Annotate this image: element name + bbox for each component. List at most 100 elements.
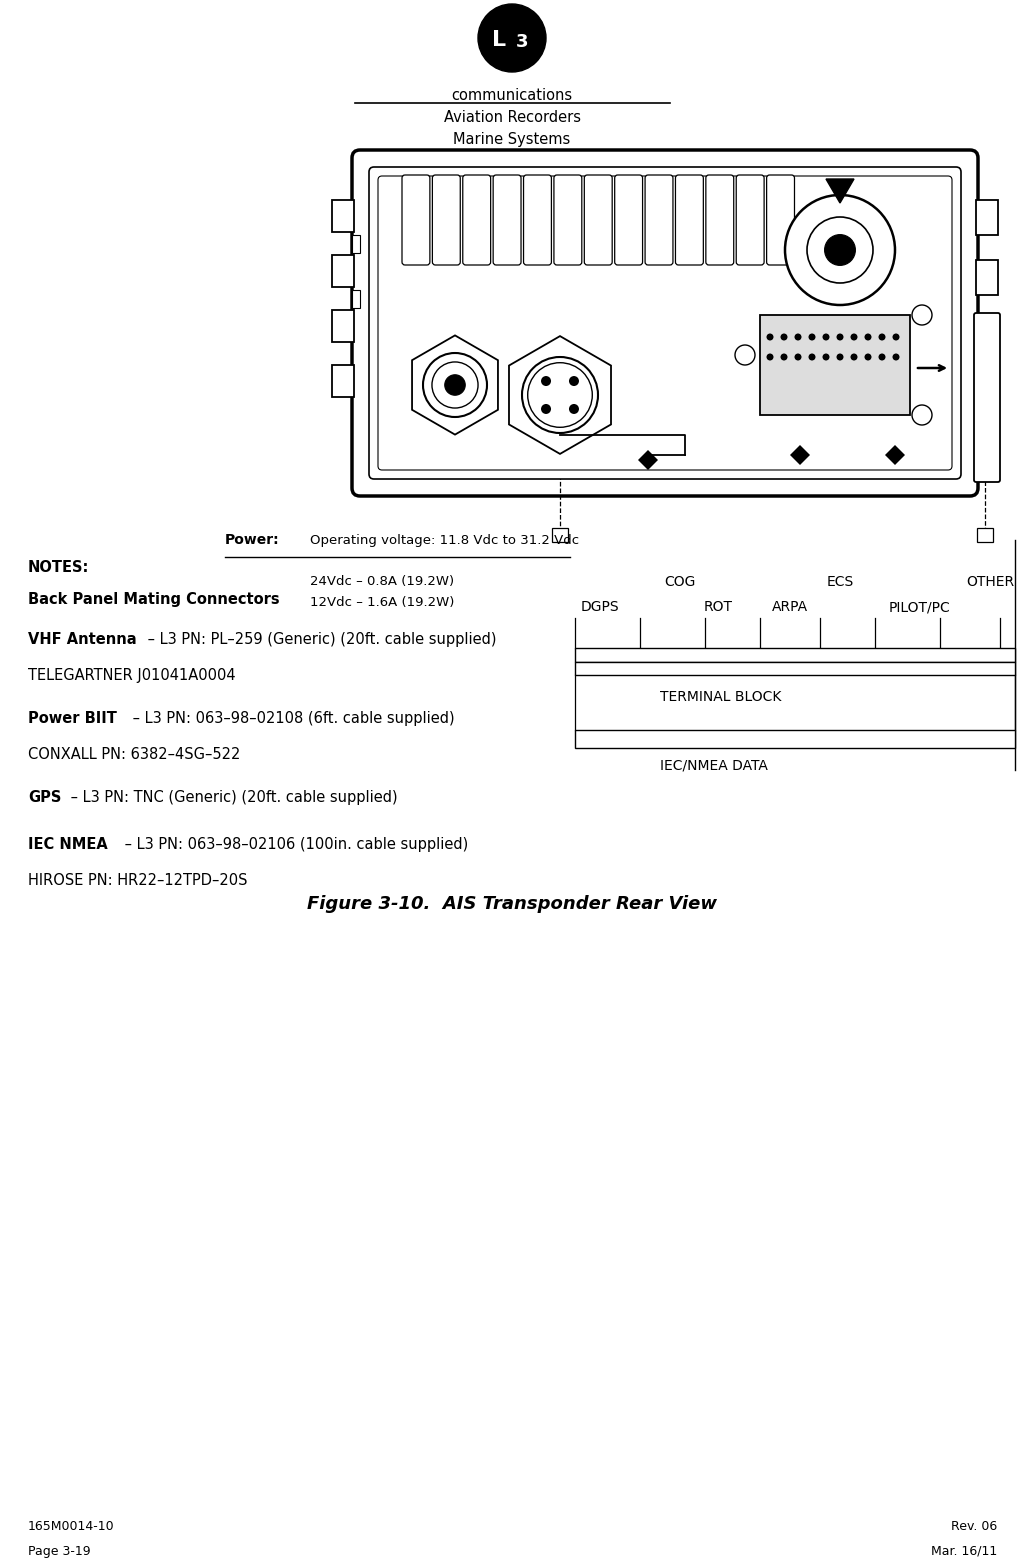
Circle shape: [822, 334, 829, 340]
Circle shape: [824, 235, 856, 265]
FancyBboxPatch shape: [767, 176, 794, 265]
Circle shape: [794, 353, 802, 361]
Text: OTHER: OTHER: [966, 575, 1014, 590]
FancyBboxPatch shape: [402, 176, 429, 265]
Text: HIROSE PN: HR22–12TPD–20S: HIROSE PN: HR22–12TPD–20S: [28, 873, 247, 887]
Circle shape: [522, 358, 598, 433]
FancyBboxPatch shape: [462, 176, 491, 265]
Circle shape: [893, 334, 900, 340]
Ellipse shape: [478, 5, 546, 72]
Circle shape: [541, 376, 551, 386]
Circle shape: [785, 194, 895, 306]
Polygon shape: [412, 336, 498, 434]
Circle shape: [822, 353, 829, 361]
Text: Power BIIT: Power BIIT: [28, 712, 117, 726]
Text: VHF Antenna: VHF Antenna: [28, 632, 136, 648]
Text: Page 3‑19: Page 3‑19: [28, 1544, 90, 1559]
Bar: [575, 648, 1015, 662]
Text: – L3 PN: 063–98–02106 (100in. cable supplied): – L3 PN: 063–98–02106 (100in. cable supp…: [120, 837, 468, 851]
Text: IEC NMEA: IEC NMEA: [28, 837, 108, 851]
Circle shape: [445, 375, 465, 395]
Circle shape: [780, 353, 787, 361]
FancyBboxPatch shape: [524, 176, 551, 265]
Circle shape: [878, 334, 886, 340]
FancyBboxPatch shape: [352, 151, 978, 495]
Text: – L3 PN: 063–98–02108 (6ft. cable supplied): – L3 PN: 063–98–02108 (6ft. cable suppli…: [128, 712, 455, 726]
Polygon shape: [509, 336, 611, 453]
Circle shape: [569, 376, 579, 386]
Text: 3: 3: [516, 33, 529, 52]
Text: NOTES:: NOTES:: [28, 560, 89, 575]
Bar: [332, 310, 354, 342]
Text: ARPA: ARPA: [772, 601, 808, 615]
Circle shape: [735, 345, 755, 365]
Bar: [352, 235, 360, 252]
Text: L: L: [492, 30, 506, 50]
Circle shape: [893, 353, 900, 361]
Bar: [575, 731, 1015, 748]
Circle shape: [836, 334, 844, 340]
Circle shape: [912, 306, 932, 325]
Bar: [352, 290, 360, 307]
Circle shape: [836, 353, 844, 361]
Text: communications: communications: [451, 88, 573, 103]
Text: DGPS: DGPS: [581, 601, 619, 615]
Circle shape: [794, 334, 802, 340]
Bar: [332, 365, 354, 397]
Circle shape: [864, 353, 871, 361]
Circle shape: [912, 405, 932, 425]
Circle shape: [809, 334, 816, 340]
Text: 24Vdc – 0.8A (19.2W): 24Vdc – 0.8A (19.2W): [310, 575, 454, 588]
Circle shape: [528, 362, 592, 428]
FancyBboxPatch shape: [645, 176, 673, 265]
FancyBboxPatch shape: [378, 176, 952, 470]
FancyBboxPatch shape: [584, 176, 612, 265]
Bar: [575, 662, 1015, 674]
Text: 12Vdc – 1.6A (19.2W): 12Vdc – 1.6A (19.2W): [310, 596, 454, 608]
Text: Operating voltage: 11.8 Vdc to 31.2 Vdc: Operating voltage: 11.8 Vdc to 31.2 Vdc: [310, 535, 579, 547]
Bar: [976, 260, 998, 295]
Text: TELEGARTNER J01041A0004: TELEGARTNER J01041A0004: [28, 668, 236, 684]
Text: 165M0014-10: 165M0014-10: [28, 1519, 115, 1534]
Bar: [976, 201, 998, 235]
Text: – L3 PN: PL–259 (Generic) (20ft. cable supplied): – L3 PN: PL–259 (Generic) (20ft. cable s…: [144, 632, 496, 648]
Circle shape: [809, 353, 816, 361]
Text: ECS: ECS: [826, 575, 854, 590]
Bar: [552, 528, 568, 543]
Circle shape: [878, 353, 886, 361]
Circle shape: [423, 353, 487, 417]
Circle shape: [851, 334, 858, 340]
FancyBboxPatch shape: [433, 176, 460, 265]
Text: – L3 PN: TNC (Generic) (20ft. cable supplied): – L3 PN: TNC (Generic) (20ft. cable supp…: [66, 790, 398, 806]
Circle shape: [807, 216, 873, 282]
FancyBboxPatch shape: [554, 176, 582, 265]
Circle shape: [541, 405, 551, 414]
FancyBboxPatch shape: [615, 176, 643, 265]
Circle shape: [851, 353, 858, 361]
Text: Mar. 16/11: Mar. 16/11: [931, 1544, 997, 1559]
Text: CONXALL PN: 6382–4SG–522: CONXALL PN: 6382–4SG–522: [28, 748, 241, 762]
Text: TERMINAL BLOCK: TERMINAL BLOCK: [660, 690, 781, 704]
Polygon shape: [638, 450, 658, 470]
Text: COG: COG: [664, 575, 696, 590]
Text: Marine Systems: Marine Systems: [453, 132, 571, 147]
Text: Figure 3‑10.  AIS Transponder Rear View: Figure 3‑10. AIS Transponder Rear View: [308, 895, 718, 913]
Text: ROT: ROT: [703, 601, 733, 615]
Bar: [332, 256, 354, 287]
Text: Back Panel Mating Connectors: Back Panel Mating Connectors: [28, 593, 280, 607]
Circle shape: [767, 334, 774, 340]
Polygon shape: [790, 445, 810, 466]
Text: Power:: Power:: [226, 533, 280, 547]
Text: GPS: GPS: [28, 790, 62, 806]
Text: IEC/NMEA DATA: IEC/NMEA DATA: [660, 757, 768, 771]
Bar: [332, 201, 354, 232]
Polygon shape: [885, 445, 905, 466]
Bar: [760, 315, 910, 416]
Text: PILOT/PC: PILOT/PC: [889, 601, 951, 615]
Bar: [977, 528, 993, 543]
FancyBboxPatch shape: [706, 176, 734, 265]
Circle shape: [864, 334, 871, 340]
Text: Rev. 06: Rev. 06: [951, 1519, 997, 1534]
FancyBboxPatch shape: [736, 176, 764, 265]
Circle shape: [432, 362, 478, 408]
